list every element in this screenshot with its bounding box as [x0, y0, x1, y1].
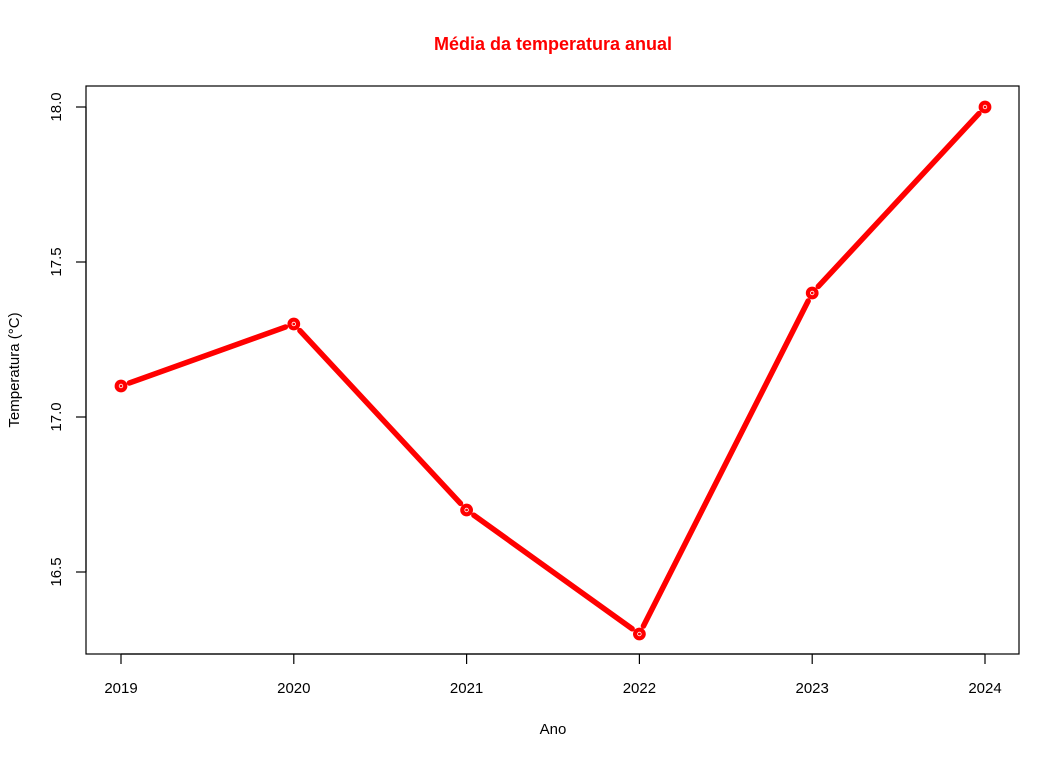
x-tick-label: 2019	[104, 680, 137, 697]
series-line-segment	[815, 110, 982, 290]
data-point-center	[983, 105, 987, 109]
y-axis-label: Temperatura (°C)	[6, 312, 23, 427]
data-point-center	[119, 384, 123, 388]
y-tick-label: 16.5	[48, 557, 65, 586]
y-tick-label: 17.5	[48, 247, 65, 276]
series-temperatura	[114, 100, 992, 641]
x-tick-label: 2022	[623, 680, 656, 697]
y-tick-label: 17.0	[48, 402, 65, 431]
chart-title: Média da temperatura anual	[434, 34, 672, 54]
data-point-center	[465, 508, 468, 512]
x-tick-label: 2021	[450, 680, 483, 697]
x-tick-label: 2024	[968, 680, 1001, 697]
x-axis: 2019 2020 2021 2022 2023 2024	[104, 653, 1002, 697]
data-point-center	[810, 291, 814, 295]
data-point-center	[292, 322, 296, 326]
x-tick-label: 2020	[277, 680, 310, 697]
data-point-center	[638, 632, 641, 636]
x-axis-label: Ano	[540, 721, 567, 738]
y-tick-label: 18.0	[48, 92, 65, 121]
series-line-segment	[297, 327, 464, 507]
y-axis: 16.5 17.0 17.5 18.0	[48, 92, 87, 587]
series-line-segment	[126, 324, 289, 386]
series-line-segment	[640, 298, 811, 629]
x-tick-label: 2023	[796, 680, 829, 697]
series-line-segment	[471, 512, 635, 632]
